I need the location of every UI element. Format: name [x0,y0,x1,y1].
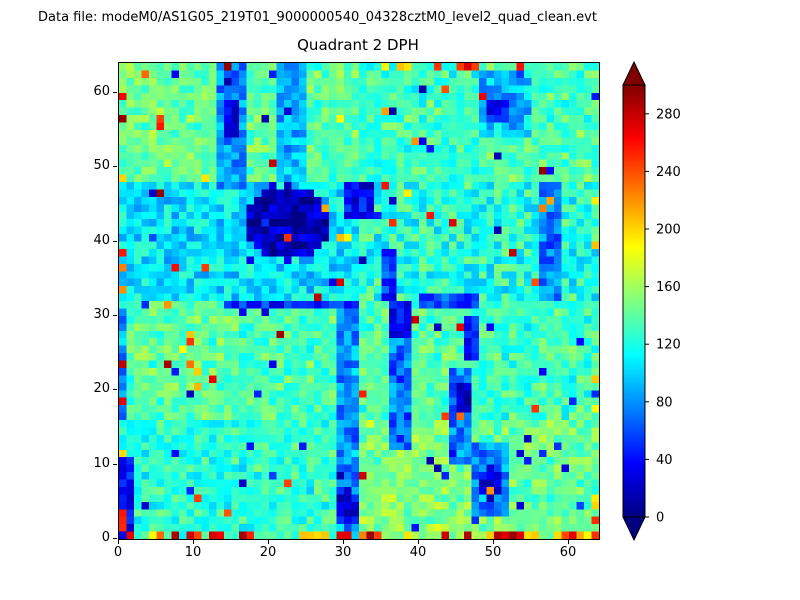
x-tick-mark [193,540,194,544]
colorbar-tick-label: 160 [656,280,681,295]
y-tick-mark [113,166,117,168]
heatmap-canvas [119,63,599,539]
x-tick-mark [568,540,569,544]
colorbar-tick-label: 200 [656,223,681,238]
colorbar-over-arrow [622,60,646,86]
x-tick-label: 40 [409,545,427,560]
y-tick-label: 0 [101,530,110,545]
colorbar-tick-label: 0 [656,511,664,526]
y-tick-label: 60 [93,83,110,99]
y-tick-label: 20 [93,381,110,397]
y-tick-label: 50 [93,158,110,174]
x-tick-label: 0 [113,545,123,560]
colorbar-tick-label: 280 [656,107,681,122]
y-tick-mark [113,314,117,316]
x-tick-label: 60 [559,545,577,560]
x-tick-mark [493,540,494,544]
colorbar-under-arrow [622,516,646,542]
y-tick-mark [113,240,117,242]
x-tick-mark [418,540,419,544]
x-tick-mark [343,540,344,544]
y-tick-mark [113,463,117,465]
y-tick-mark [113,91,117,93]
y-tick-label: 10 [93,455,110,471]
data-file-label: Data file: modeM0/AS1G05_219T01_90000005… [38,10,597,25]
plot-area [118,62,600,540]
colorbar-tick-label: 120 [656,338,681,353]
y-tick-mark [113,538,117,539]
y-tick-label: 40 [93,232,110,248]
x-tick-label: 20 [259,545,277,560]
plot-title: Quadrant 2 DPH [297,36,419,54]
colorbar-gradient [622,84,646,518]
x-tick-label: 30 [334,545,352,560]
colorbar-svg: 0 40 80 120 160 200 240 280 [622,60,681,542]
colorbar: 0 40 80 120 160 200 240 280 [620,60,730,546]
y-tick-label: 30 [93,306,110,322]
colorbar-tick-label: 40 [656,453,673,468]
x-tick-label: 10 [184,545,202,560]
colorbar-tick-label: 80 [656,395,673,410]
colorbar-tick-label: 240 [656,165,681,180]
y-tick-mark [113,389,117,391]
x-tick-mark [118,540,119,544]
x-tick-mark [268,540,269,544]
x-tick-label: 50 [484,545,502,560]
